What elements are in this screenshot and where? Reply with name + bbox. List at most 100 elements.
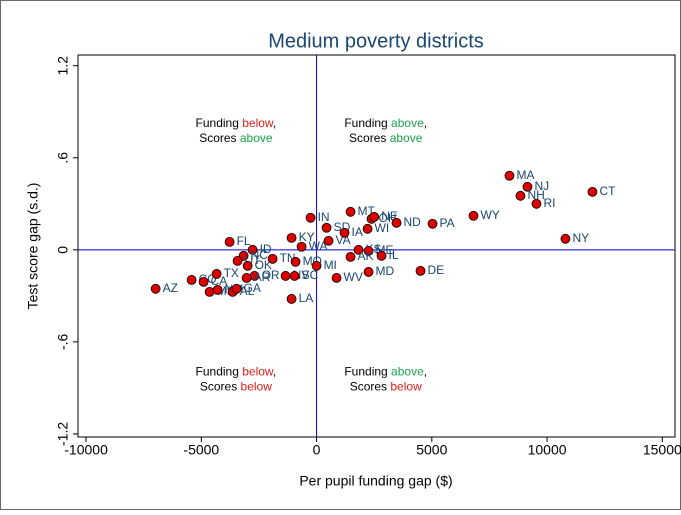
point-label: AK: [358, 249, 374, 263]
x-axis-title: Per pupil funding gap ($): [299, 473, 452, 489]
point: [427, 218, 438, 229]
annotation: Scores above: [199, 131, 273, 145]
point: [362, 223, 373, 234]
point: [376, 250, 387, 261]
point: [363, 246, 374, 256]
point-label: MI: [324, 258, 337, 272]
point-label: MD: [376, 264, 395, 278]
point: [150, 283, 161, 294]
annotation-part: above: [391, 365, 424, 379]
point: [204, 286, 215, 297]
point: [211, 269, 222, 279]
point-label: TX: [224, 266, 239, 280]
point-label: SC: [302, 268, 319, 282]
point-label: WV: [344, 270, 363, 284]
point: [468, 210, 479, 221]
point: [186, 275, 197, 285]
point: [504, 170, 515, 181]
annotation-part: Funding: [196, 365, 243, 379]
annotation-part: ,: [424, 365, 427, 379]
point-label: NY: [572, 231, 589, 245]
point-label: PA: [440, 216, 455, 230]
annotation: Scores above: [349, 131, 423, 145]
point-label: IL: [389, 248, 399, 262]
y-tick-label: -.6: [55, 334, 71, 351]
point: [241, 273, 252, 283]
annotation: Scores below: [350, 380, 422, 394]
annotation: Scores below: [200, 380, 272, 394]
annotation: Funding above,: [344, 116, 427, 130]
y-tick-label: -1.2: [55, 422, 71, 446]
point: [345, 206, 356, 217]
point-label: OK: [255, 258, 272, 272]
annotation: Funding below,: [196, 365, 277, 379]
annotation-part: above: [390, 131, 423, 145]
annotation: Funding above,: [344, 365, 427, 379]
point: [305, 212, 316, 223]
y-tick-label: .6: [55, 152, 71, 164]
point: [247, 244, 258, 255]
point: [339, 227, 350, 238]
annotation-part: Scores: [350, 380, 391, 394]
point-label: NC: [251, 248, 269, 262]
point-label: FL: [237, 234, 251, 248]
point: [560, 233, 571, 244]
point-label: AZ: [163, 281, 178, 295]
y-axis-title: Test score gap (s.d.): [25, 183, 41, 310]
point-label: RI: [543, 196, 555, 210]
x-tick-label: -10000: [64, 442, 108, 458]
plot-area: [77, 54, 676, 438]
point-label: WY: [480, 208, 499, 222]
point: [198, 276, 209, 287]
point-label: IN: [318, 210, 330, 224]
point: [231, 283, 242, 294]
annotation-part: below: [390, 380, 422, 394]
point: [415, 265, 426, 276]
point: [321, 222, 332, 233]
point: [286, 232, 297, 243]
annotation-part: above: [391, 116, 424, 130]
point-label: WA: [309, 239, 328, 253]
annotation-part: above: [240, 131, 273, 145]
point: [369, 211, 380, 222]
y-tick-label: 1.2: [55, 56, 71, 76]
annotation: Funding below,: [196, 116, 277, 130]
point: [353, 244, 364, 255]
x-tick-label: 15000: [643, 442, 681, 458]
point: [531, 198, 542, 209]
point-label: GA: [244, 281, 261, 295]
point-label: ND: [404, 215, 422, 229]
point-label: NH: [527, 188, 544, 202]
chart-title: Medium poverty districts: [268, 30, 484, 52]
annotation-part: ,: [273, 116, 276, 130]
point: [286, 294, 297, 304]
point: [280, 271, 291, 281]
annotation-part: Scores: [349, 131, 390, 145]
point: [391, 217, 402, 228]
point: [267, 253, 278, 264]
point-label: WI: [375, 221, 390, 235]
point-label: AL: [240, 284, 255, 298]
x-tick-label: -5000: [183, 442, 219, 458]
point-label: LA: [299, 291, 314, 305]
point: [587, 186, 598, 197]
point: [289, 271, 300, 281]
annotation-part: below: [242, 365, 274, 379]
point: [296, 241, 307, 252]
x-tick-label: 5000: [416, 442, 447, 458]
annotation-part: Funding: [196, 116, 243, 130]
point: [290, 256, 301, 267]
annotation-part: ,: [273, 365, 276, 379]
annotation-part: ,: [424, 116, 427, 130]
point: [224, 236, 235, 247]
x-tick-label: 10000: [528, 442, 567, 458]
point: [212, 284, 223, 295]
point-label: NJ: [534, 179, 549, 193]
point: [345, 251, 356, 262]
point-label: AR: [254, 270, 271, 284]
point-label: KY: [299, 230, 315, 244]
y-tick-label: 0: [55, 246, 71, 254]
annotation-part: below: [241, 380, 273, 394]
point-label: DE: [428, 263, 445, 277]
